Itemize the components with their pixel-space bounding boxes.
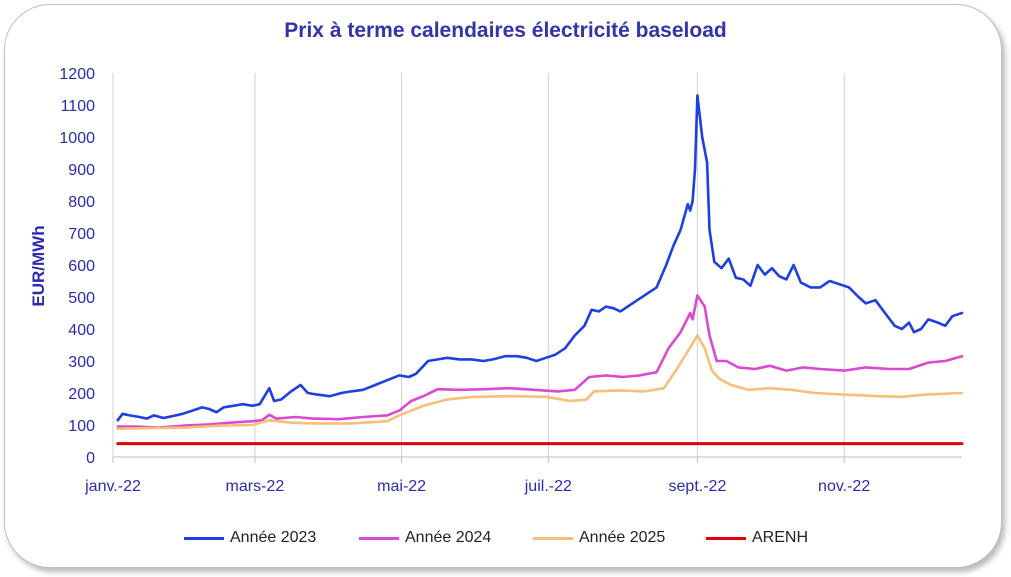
series-line-2 [116, 334, 964, 431]
y-axis-ticks: 0 100 200 300 400 500 600 700 800 900 1000 1100 1200 [59, 66, 95, 467]
x-tick-label: nov.-22 [818, 478, 870, 495]
y-tick-label: 400 [68, 322, 95, 339]
y-tick-label: 200 [68, 386, 95, 403]
x-tick-label: mars-22 [226, 478, 285, 495]
x-tick-label: janv.-22 [84, 478, 141, 495]
y-tick-label: 700 [68, 226, 95, 243]
series-line-1 [116, 294, 964, 429]
y-tick-label: 0 [86, 450, 95, 467]
chart-card [4, 4, 1002, 568]
legend-item: Année 2025 [533, 528, 665, 548]
x-tick-label: juil.-22 [524, 478, 572, 495]
legend: Année 2023 Année 2024 Année 2025 ARENH [0, 528, 1011, 548]
y-tick-label: 800 [68, 194, 95, 211]
legend-label: ARENH [752, 529, 809, 546]
legend-item: Année 2024 [359, 528, 491, 548]
legend-label: Année 2025 [579, 529, 666, 546]
legend-swatch [184, 536, 224, 540]
y-tick-label: 1000 [59, 130, 95, 147]
y-tick-label: 100 [68, 418, 95, 435]
legend-item: Année 2023 [184, 528, 316, 548]
chart-title: Prix à terme calendaires électricité bas… [284, 19, 727, 42]
grid-lines [112, 73, 845, 457]
y-tick-label: 500 [68, 290, 95, 307]
series-line-0 [116, 94, 964, 422]
series-lines [116, 94, 964, 446]
x-axis-ticks: janv.-22 mars-22 mai-22 juil.-22 sept.-22 nov… [84, 457, 870, 495]
legend-swatch [359, 536, 399, 540]
legend-swatch [533, 536, 573, 540]
x-tick-label: sept.-22 [669, 478, 727, 495]
y-tick-label: 600 [68, 258, 95, 275]
y-tick-label: 1100 [61, 98, 96, 115]
legend-item: ARENH [706, 528, 808, 548]
x-tick-label: mai-22 [377, 478, 426, 495]
y-tick-label: 300 [68, 354, 95, 371]
legend-label: Année 2023 [230, 529, 317, 546]
legend-label: Année 2024 [405, 529, 492, 546]
y-axis-label: EUR/MWh [29, 225, 48, 306]
y-tick-label: 900 [68, 162, 95, 179]
y-tick-label: 1200 [59, 66, 95, 83]
legend-swatch [706, 536, 746, 540]
